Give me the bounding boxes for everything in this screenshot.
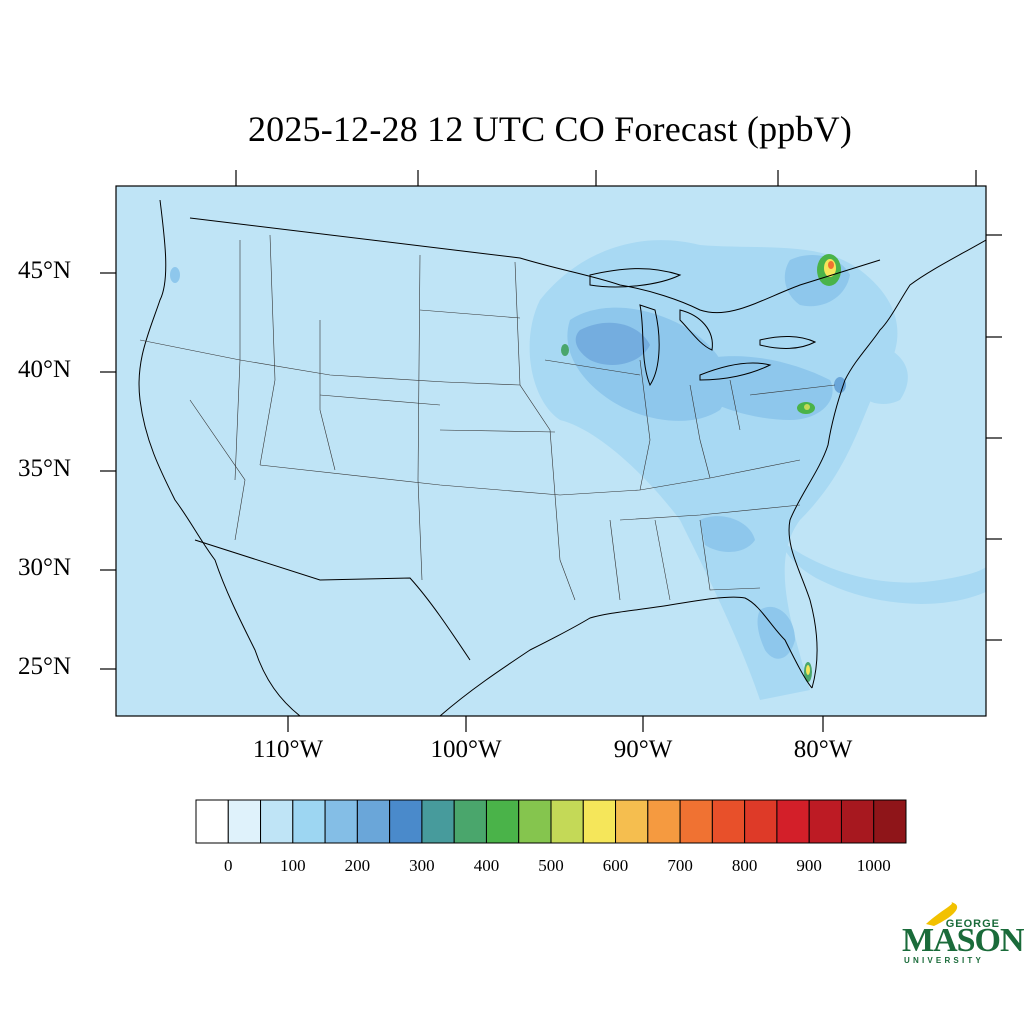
state-line (654, 519, 671, 601)
co-hotspot-dc-core (804, 404, 810, 410)
state-line (319, 394, 441, 406)
state-line (259, 459, 801, 496)
state-line (419, 309, 521, 319)
great-lakes-superior (589, 268, 682, 288)
colorbar-swatch (840, 799, 875, 844)
colorbar-swatch (518, 799, 552, 844)
bottom-ticks (287, 716, 824, 732)
colorbar-tick-label: 600 (602, 856, 629, 875)
great-lakes-huron (679, 309, 713, 351)
lon-label-80: 80°W (793, 736, 853, 763)
colorbar-swatch (873, 799, 907, 844)
lat-label-45: 45°N (18, 257, 72, 284)
co-level-250-region (700, 516, 755, 552)
mexico-border (194, 539, 471, 661)
co-hotspot-minneapolis (561, 344, 569, 356)
great-lakes-ontario (759, 336, 817, 349)
colorbar-swatch (356, 799, 391, 844)
colorbar-swatch (711, 799, 746, 844)
colorbar-tick-label: 400 (473, 856, 500, 875)
lat-label-25: 25°N (18, 653, 72, 680)
gulf-coastline (439, 596, 813, 716)
colorbar-swatch (389, 799, 423, 844)
state-line (319, 320, 336, 471)
state-line (259, 234, 276, 466)
lon-label-90: 90°W (613, 736, 673, 763)
colorbar-swatch (324, 799, 358, 844)
colorbar-tick-label: 800 (731, 856, 758, 875)
colorbar-swatch (582, 799, 617, 844)
colorbar-tick-label: 200 (344, 856, 371, 875)
state-line (729, 379, 741, 431)
great-lakes-michigan (639, 304, 660, 387)
co-ocean-plume (850, 340, 908, 405)
lat-label-30: 30°N (18, 554, 72, 581)
colorbar-swatch (260, 799, 294, 844)
great-lakes-erie (699, 362, 772, 381)
colorbar-swatch (227, 799, 262, 844)
logo-swoosh-icon (926, 902, 958, 926)
map-background (116, 186, 986, 716)
logo-george-text: GEORGE (945, 918, 1000, 930)
colorbar-swatch (195, 799, 229, 844)
left-ticks (100, 272, 116, 670)
colorbar-tick-label: 900 (796, 856, 822, 875)
colorbar-swatch (744, 799, 778, 844)
colorbar-swatch (647, 799, 681, 844)
colorbar-swatch (808, 799, 842, 844)
colorbar-tick-label: 1000 (856, 856, 891, 875)
state-line (689, 384, 711, 479)
top-ticks (235, 170, 977, 186)
map-frame (115, 185, 987, 717)
co-hotspot-seattle (170, 267, 180, 283)
colorbar-swatch (776, 799, 810, 844)
state-line (439, 429, 556, 433)
lat-label-40: 40°N (18, 356, 72, 383)
colorbar-swatch (292, 799, 326, 844)
co-hotspot-montreal-peak (828, 261, 834, 269)
canada-border (189, 217, 881, 314)
west-coastline (138, 199, 301, 716)
state-line (514, 261, 556, 496)
logo-university-text: UNIVERSITY (904, 956, 985, 965)
east-coastline (788, 239, 986, 689)
state-line (619, 504, 801, 521)
co-ocean-plume (780, 540, 986, 604)
co-hotspot-miami-core (806, 665, 810, 675)
state-line (699, 519, 761, 591)
colorbar-swatch (550, 799, 584, 844)
colorbar-swatch (615, 799, 649, 844)
state-line (749, 384, 836, 396)
lon-label-100: 100°W (430, 736, 502, 763)
state-line (544, 359, 641, 376)
colorbar-tick-label: 700 (667, 856, 693, 875)
lon-label-110: 110°W (252, 736, 324, 763)
colorbar-tick-label: 500 (538, 856, 564, 875)
colorbar (195, 799, 907, 844)
colorbar-swatch (421, 799, 455, 844)
co-hotspot-nyc (834, 377, 846, 393)
colorbar-tick-label: 100 (280, 856, 306, 875)
state-line (234, 240, 241, 481)
colorbar-tick-label: 300 (409, 856, 435, 875)
colorbar-swatch (485, 799, 520, 844)
state-line (639, 359, 651, 491)
co-level-250-region (757, 606, 795, 659)
logo-mason-text: MASON (902, 922, 1024, 959)
state-line (417, 254, 423, 581)
colorbar-tick-label: 0 (224, 856, 233, 875)
state-line (139, 339, 521, 386)
colorbar-swatch (679, 799, 713, 844)
map-title: 2025-12-28 12 UTC CO Forecast (ppbV) (247, 109, 853, 149)
state-line (189, 399, 246, 541)
lat-label-35: 35°N (18, 455, 72, 482)
state-line (609, 519, 621, 601)
colorbar-swatch (453, 799, 487, 844)
co-level-250-region (575, 322, 650, 365)
state-line (554, 494, 576, 601)
right-ticks (986, 234, 1002, 641)
gmu-logo: GEORGE MASON UNIVERSITY (896, 900, 1024, 972)
co-concentration-field (170, 240, 986, 700)
